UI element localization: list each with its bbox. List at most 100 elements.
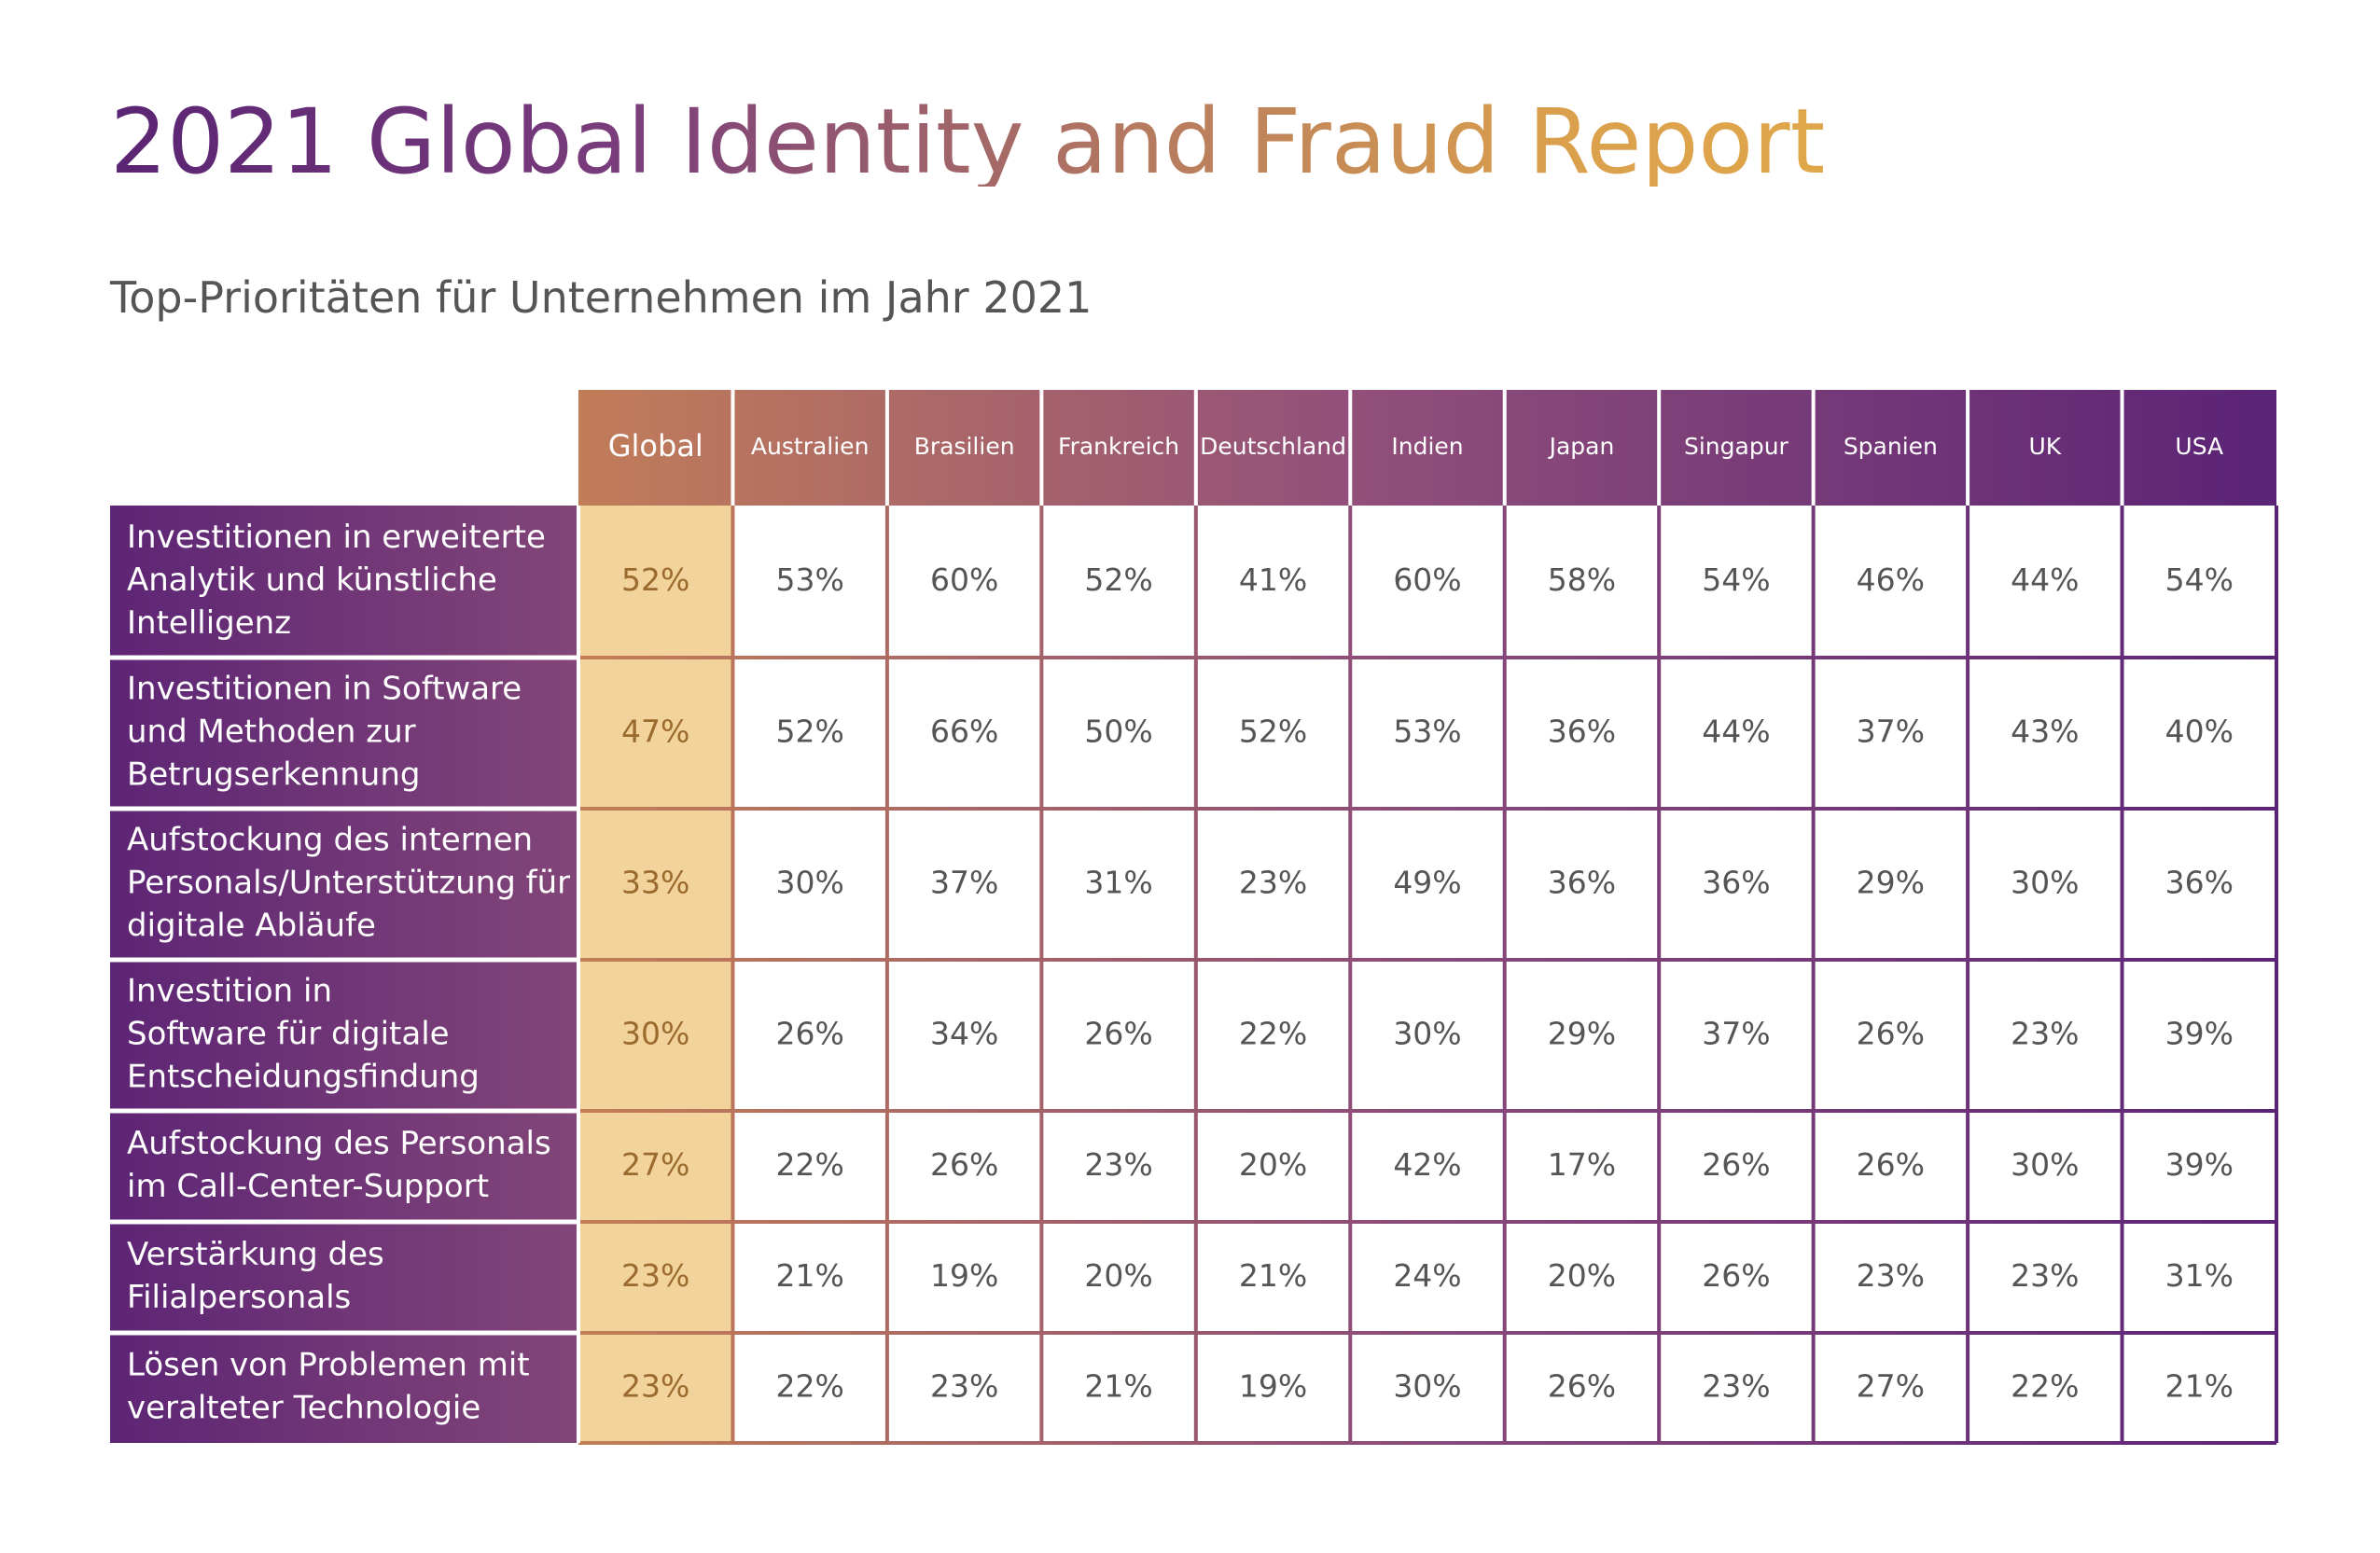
value-cell: 37% bbox=[1857, 714, 1925, 750]
row-label: Filialpersonals bbox=[127, 1279, 351, 1316]
value-cell: 36% bbox=[2165, 865, 2234, 901]
value-cell: 30% bbox=[2011, 1146, 2079, 1183]
value-cell: 36% bbox=[1702, 865, 1770, 901]
value-cell: 29% bbox=[1548, 1016, 1616, 1052]
value-cell: 21% bbox=[776, 1257, 844, 1294]
row-label: Analytik und künstliche bbox=[127, 562, 497, 599]
value-cell: 21% bbox=[1239, 1257, 1307, 1294]
global-value-cell: 30% bbox=[621, 1016, 689, 1052]
value-cell: 31% bbox=[1084, 865, 1152, 901]
column-header: Indien bbox=[1391, 433, 1463, 460]
global-value-cell: 23% bbox=[621, 1368, 689, 1405]
value-cell: 24% bbox=[1393, 1257, 1461, 1294]
row-label: Investitionen in Software bbox=[127, 671, 522, 708]
row-label-bg bbox=[110, 960, 578, 1111]
value-cell: 53% bbox=[776, 562, 844, 598]
value-cell: 22% bbox=[776, 1146, 844, 1183]
value-cell: 26% bbox=[1857, 1146, 1925, 1183]
value-cell: 21% bbox=[1084, 1368, 1152, 1405]
row-label: Betrugserkennung bbox=[127, 756, 420, 794]
value-cell: 30% bbox=[1393, 1016, 1461, 1052]
value-cell: 26% bbox=[1702, 1257, 1770, 1294]
row-label: Entscheidungsfindung bbox=[127, 1059, 480, 1096]
header-band bbox=[578, 390, 2276, 506]
value-cell: 50% bbox=[1084, 714, 1152, 750]
value-cell: 22% bbox=[1239, 1016, 1307, 1052]
value-cell: 39% bbox=[2165, 1146, 2234, 1183]
column-header: USA bbox=[2175, 433, 2223, 460]
value-cell: 23% bbox=[2011, 1257, 2079, 1294]
value-cell: 46% bbox=[1857, 562, 1925, 598]
value-cell: 22% bbox=[2011, 1368, 2079, 1405]
value-cell: 23% bbox=[1857, 1257, 1925, 1294]
value-cell: 26% bbox=[930, 1146, 998, 1183]
column-header: UK bbox=[2028, 433, 2061, 460]
row-label: Investitionen in erweiterte bbox=[127, 519, 546, 556]
value-cell: 39% bbox=[2165, 1016, 2234, 1052]
value-cell: 23% bbox=[1239, 865, 1307, 901]
global-column-highlight bbox=[578, 506, 733, 1443]
global-value-cell: 33% bbox=[621, 865, 689, 901]
row-label: Software für digitale bbox=[127, 1016, 450, 1053]
global-value-cell: 47% bbox=[621, 714, 689, 750]
value-cell: 52% bbox=[1239, 714, 1307, 750]
row-label-bg bbox=[110, 506, 578, 658]
column-header: Singapur bbox=[1684, 433, 1789, 460]
value-cell: 19% bbox=[930, 1257, 998, 1294]
value-cell: 37% bbox=[930, 865, 998, 901]
value-cell: 20% bbox=[1548, 1257, 1616, 1294]
row-label: Verstärkung des bbox=[127, 1236, 384, 1273]
value-cell: 26% bbox=[1857, 1016, 1925, 1052]
value-cell: 26% bbox=[1702, 1146, 1770, 1183]
value-cell: 58% bbox=[1548, 562, 1616, 598]
value-cell: 53% bbox=[1393, 714, 1461, 750]
column-header: Frankreich bbox=[1058, 433, 1179, 460]
row-label: veralteter Technologie bbox=[127, 1390, 480, 1427]
value-cell: 30% bbox=[776, 865, 844, 901]
value-cell: 42% bbox=[1393, 1146, 1461, 1183]
value-cell: 26% bbox=[1084, 1016, 1152, 1052]
value-cell: 43% bbox=[2011, 714, 2079, 750]
column-header: Global bbox=[608, 428, 703, 464]
value-cell: 20% bbox=[1084, 1257, 1152, 1294]
value-cell: 49% bbox=[1393, 865, 1461, 901]
value-cell: 29% bbox=[1857, 865, 1925, 901]
row-label: Investition in bbox=[127, 973, 332, 1010]
value-cell: 44% bbox=[2011, 562, 2079, 598]
column-header: Brasilien bbox=[914, 433, 1015, 460]
value-cell: 52% bbox=[1084, 562, 1152, 598]
value-cell: 23% bbox=[1084, 1146, 1152, 1183]
value-cell: 30% bbox=[2011, 865, 2079, 901]
value-cell: 23% bbox=[930, 1368, 998, 1405]
value-cell: 60% bbox=[930, 562, 998, 598]
value-cell: 17% bbox=[1548, 1146, 1616, 1183]
column-header: Japan bbox=[1548, 433, 1615, 460]
column-header: Deutschland bbox=[1200, 433, 1346, 460]
value-cell: 19% bbox=[1239, 1368, 1307, 1405]
column-header: Australien bbox=[751, 433, 870, 460]
value-cell: 26% bbox=[776, 1016, 844, 1052]
chart-subtitle: Top-Prioritäten für Unternehmen im Jahr … bbox=[110, 272, 1093, 323]
value-cell: 36% bbox=[1548, 714, 1616, 750]
value-cell: 26% bbox=[1548, 1368, 1616, 1405]
value-cell: 23% bbox=[2011, 1016, 2079, 1052]
value-cell: 31% bbox=[2165, 1257, 2234, 1294]
value-cell: 36% bbox=[1548, 865, 1616, 901]
value-cell: 20% bbox=[1239, 1146, 1307, 1183]
row-label: Aufstockung des Personals bbox=[127, 1125, 551, 1162]
value-cell: 54% bbox=[2165, 562, 2234, 598]
row-label-bg bbox=[110, 1111, 578, 1222]
global-value-cell: 52% bbox=[621, 562, 689, 598]
value-cell: 40% bbox=[2165, 714, 2234, 750]
value-cell: 27% bbox=[1857, 1368, 1925, 1405]
column-header: Spanien bbox=[1844, 433, 1938, 460]
value-cell: 22% bbox=[776, 1368, 844, 1405]
global-value-cell: 23% bbox=[621, 1257, 689, 1294]
global-value-cell: 27% bbox=[621, 1146, 689, 1183]
value-cell: 30% bbox=[1393, 1368, 1461, 1405]
row-label: Aufstockung des internen bbox=[127, 822, 533, 859]
value-cell: 41% bbox=[1239, 562, 1307, 598]
row-label-bg bbox=[110, 809, 578, 960]
value-cell: 34% bbox=[930, 1016, 998, 1052]
